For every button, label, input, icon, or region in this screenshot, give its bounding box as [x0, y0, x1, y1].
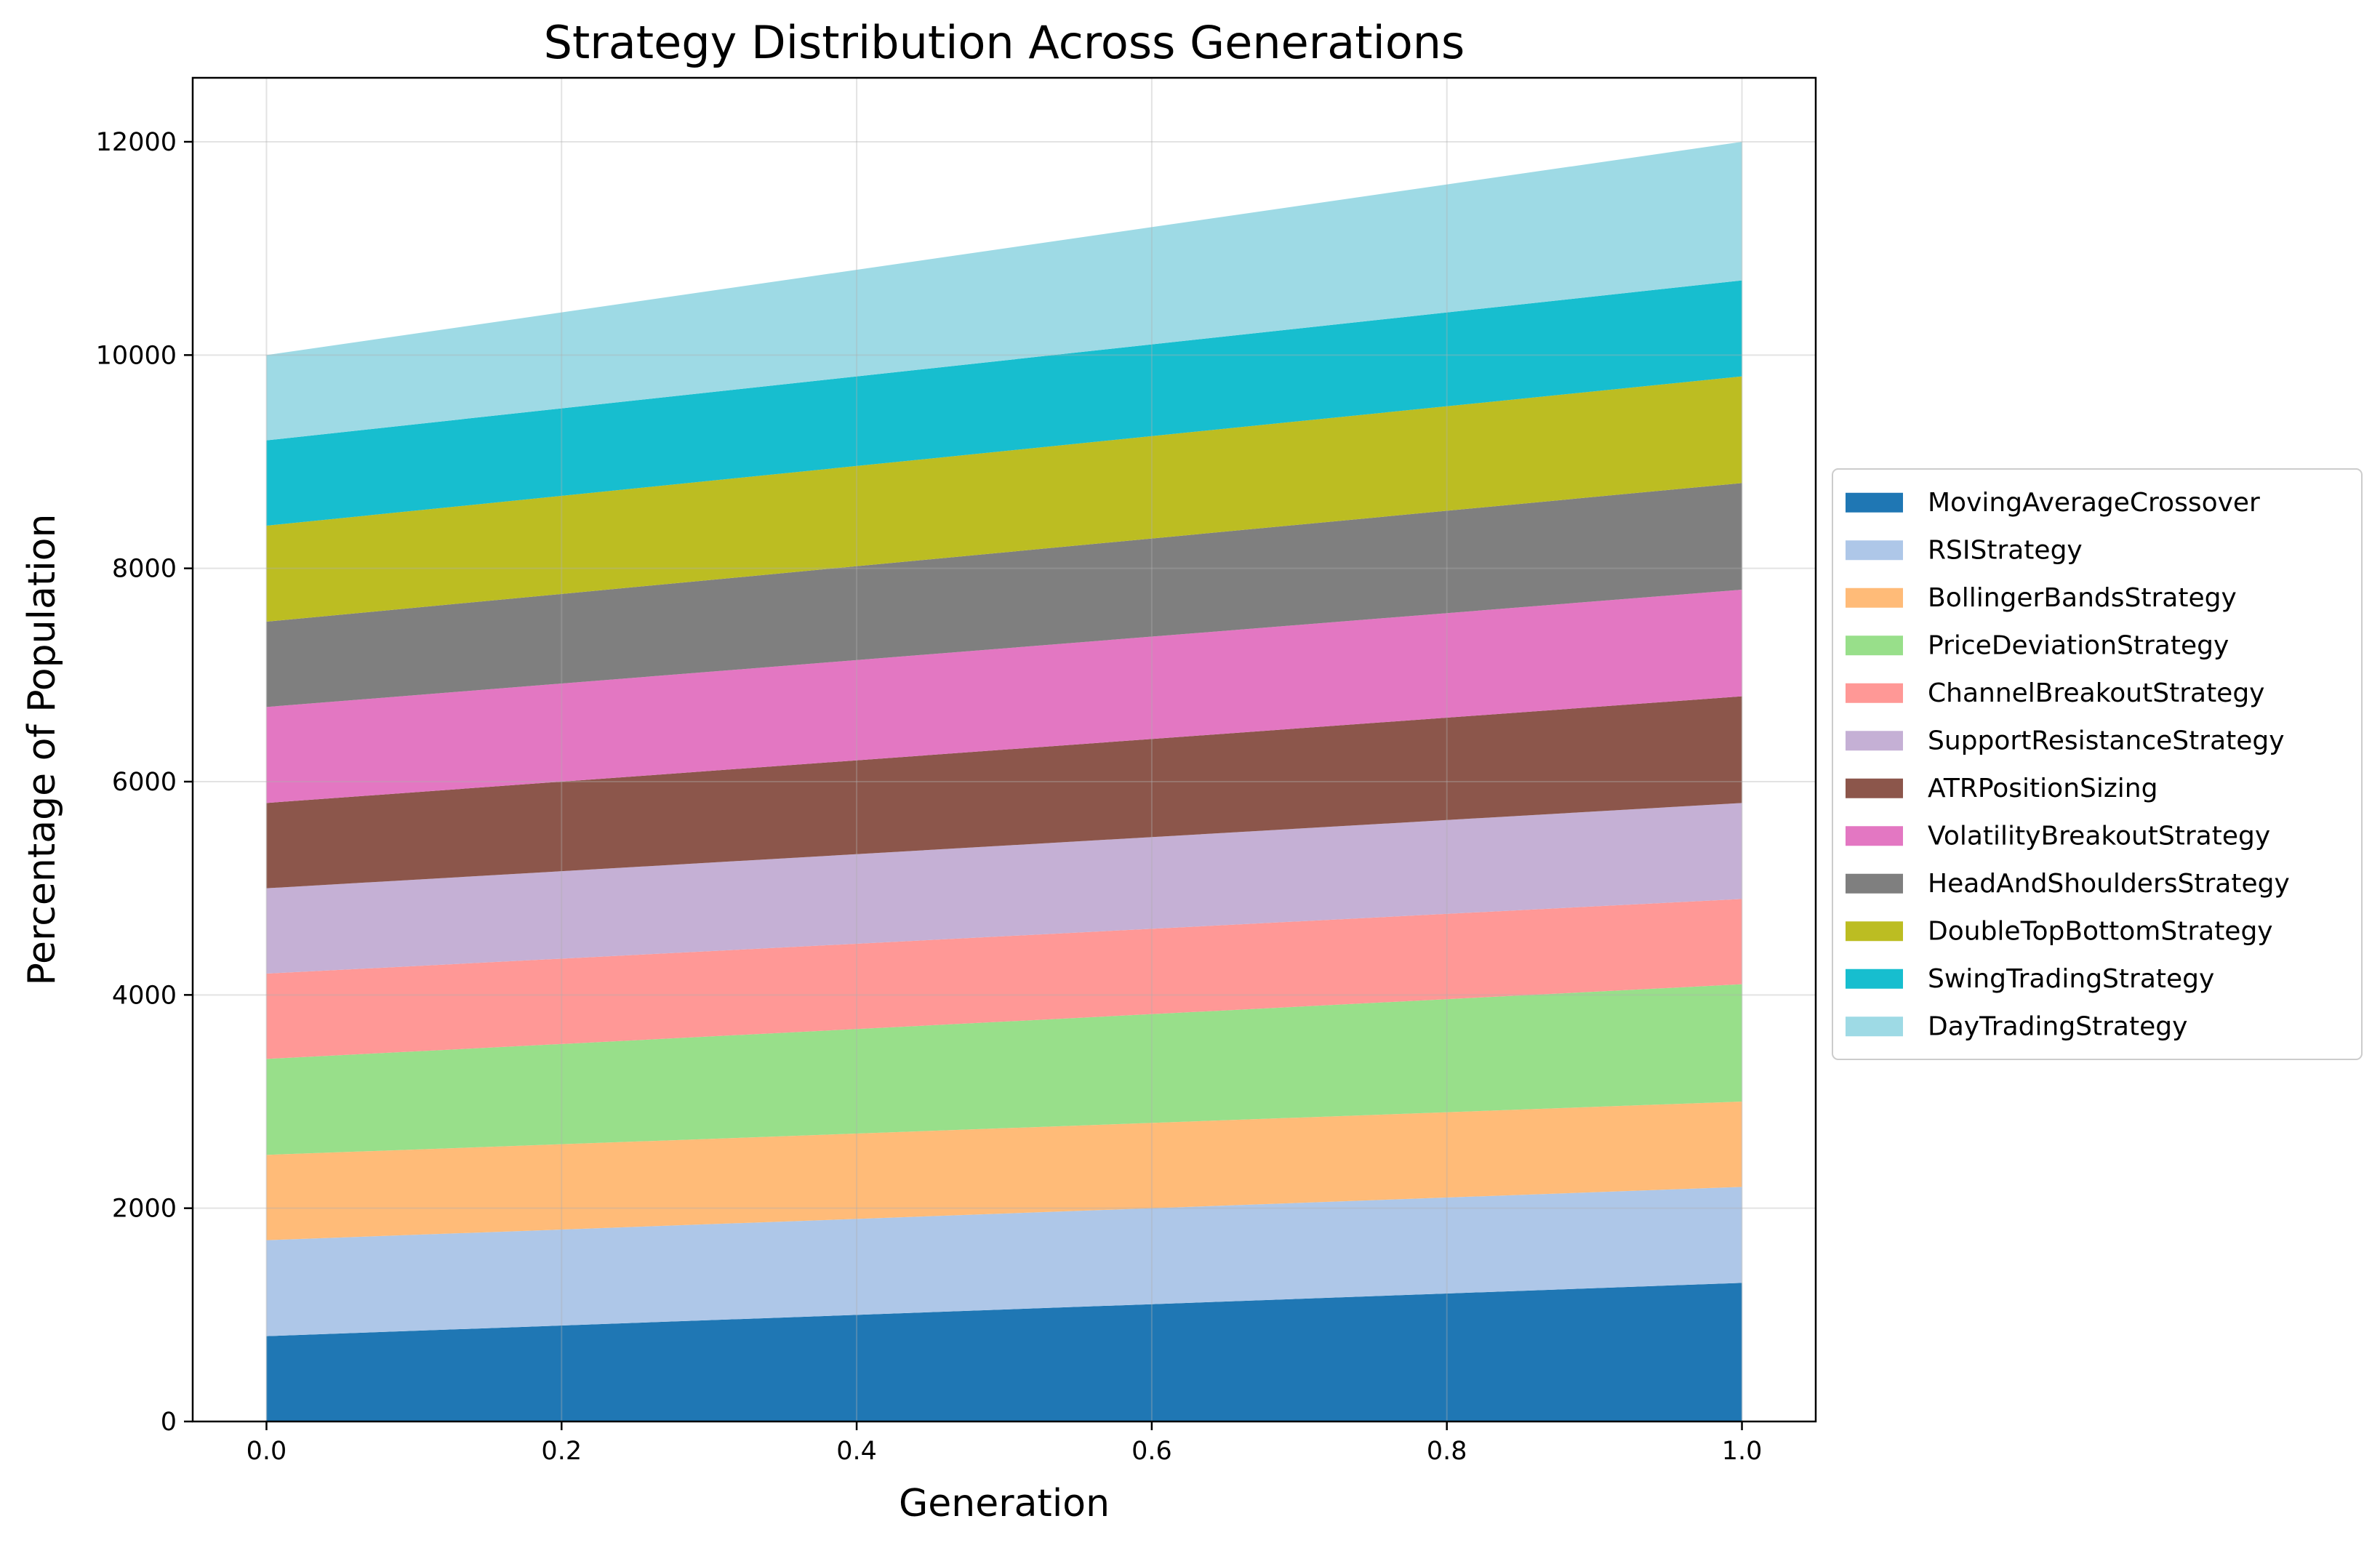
- legend-swatch-5: [1846, 731, 1903, 751]
- x-tick-label-2: 0.4: [836, 1437, 877, 1466]
- legend-label-9: DoubleTopBottomStrategy: [1928, 916, 2273, 946]
- legend-label-7: VolatilityBreakoutStrategy: [1928, 821, 2270, 851]
- x-tick-label-5: 1.0: [1722, 1437, 1763, 1466]
- area-HeadAndShouldersStrategy: [266, 483, 1742, 707]
- legend-swatch-3: [1846, 635, 1903, 656]
- area-layer: [266, 142, 1742, 1421]
- y-tick-label-2: 4000: [112, 981, 177, 1010]
- y-tick-label-0: 0: [161, 1408, 177, 1437]
- legend-label-5: SupportResistanceStrategy: [1928, 726, 2285, 755]
- legend-swatch-6: [1846, 778, 1903, 798]
- x-tick-label-4: 0.8: [1427, 1437, 1467, 1466]
- x-axis-ticks: 0.0 0.2 0.4 0.6 0.8 1.0: [247, 1421, 1763, 1466]
- x-axis-label: Generation: [899, 1482, 1110, 1525]
- y-tick-label-5: 10000: [96, 341, 177, 370]
- legend-label-10: SwingTradingStrategy: [1928, 964, 2214, 994]
- y-tick-label-1: 2000: [112, 1195, 177, 1224]
- x-tick-label-1: 0.2: [541, 1437, 582, 1466]
- legend-label-0: MovingAverageCrossover: [1928, 488, 2260, 518]
- legend: MovingAverageCrossover RSIStrategy Bolling…: [1832, 468, 2363, 1060]
- area-VolatilityBreakoutStrategy: [266, 590, 1742, 803]
- area-ATRPositionSizing: [266, 696, 1742, 889]
- legend-label-11: DayTradingStrategy: [1928, 1011, 2187, 1041]
- chart-title: Strategy Distribution Across Generations: [544, 16, 1465, 69]
- legend-swatch-4: [1846, 683, 1903, 703]
- legend-swatch-8: [1846, 873, 1903, 894]
- legend-label-3: PriceDeviationStrategy: [1928, 630, 2229, 660]
- legend-swatch-2: [1846, 587, 1903, 608]
- area-SwingTradingStrategy: [266, 280, 1742, 526]
- area-BollingerBandsStrategy: [266, 1102, 1742, 1240]
- y-tick-label-6: 12000: [96, 128, 177, 157]
- legend-frame: [1832, 468, 2363, 1060]
- legend-label-2: BollingerBandsStrategy: [1928, 583, 2237, 613]
- grid-layer: [193, 78, 1816, 1422]
- area-DoubleTopBottomStrategy: [266, 376, 1742, 622]
- y-tick-label-3: 6000: [112, 768, 177, 797]
- area-SupportResistanceStrategy: [266, 803, 1742, 974]
- x-tick-label-0: 0.0: [247, 1437, 287, 1466]
- legend-swatch-1: [1846, 540, 1903, 561]
- legend-label-6: ATRPositionSizing: [1928, 774, 2157, 803]
- area-MovingAverageCrossover: [266, 1283, 1742, 1421]
- legend-swatch-9: [1846, 921, 1903, 942]
- legend-swatch-0: [1846, 492, 1903, 513]
- legend-label-4: ChannelBreakoutStrategy: [1928, 678, 2264, 708]
- y-axis-label: Percentage of Population: [20, 514, 64, 986]
- legend-swatch-10: [1846, 968, 1903, 989]
- area-RSIStrategy: [266, 1187, 1742, 1336]
- legend-label-1: RSIStrategy: [1928, 535, 2083, 565]
- legend-swatch-11: [1846, 1016, 1903, 1037]
- area-ChannelBreakoutStrategy: [266, 899, 1742, 1059]
- plot-frame: [191, 76, 1817, 1423]
- area-PriceDeviationStrategy: [266, 984, 1742, 1155]
- y-tick-label-4: 8000: [112, 555, 177, 584]
- x-tick-label-3: 0.6: [1131, 1437, 1172, 1466]
- area-DayTradingStrategy: [266, 142, 1742, 441]
- legend-label-8: HeadAndShouldersStrategy: [1928, 869, 2290, 899]
- y-axis-ticks: 0 2000 4000 6000 8000 10000 12000: [96, 128, 193, 1437]
- legend-swatch-7: [1846, 826, 1903, 846]
